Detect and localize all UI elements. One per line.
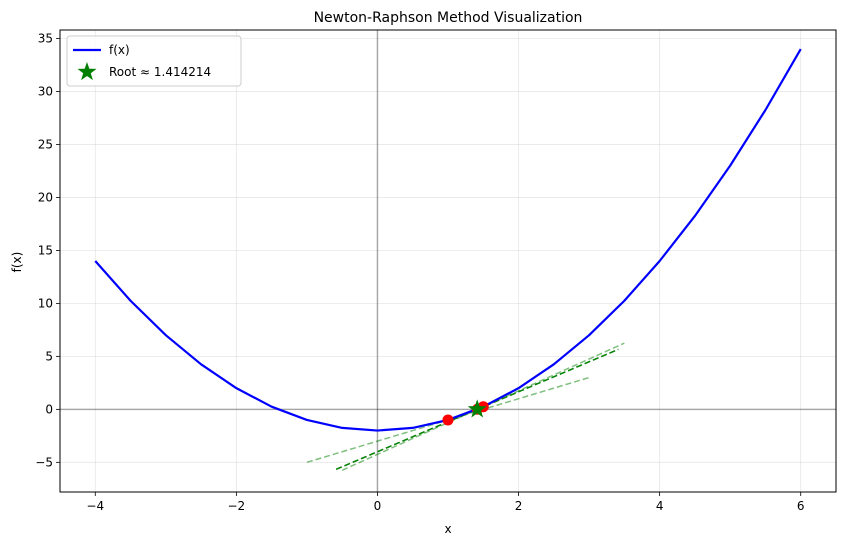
y-tick-label: 10 bbox=[38, 296, 53, 310]
y-tick-label: 0 bbox=[45, 402, 53, 416]
legend-star-swatch bbox=[77, 62, 97, 81]
root-star-marker bbox=[467, 399, 487, 418]
y-tick-label: 30 bbox=[38, 84, 53, 98]
chart-title: Newton-Raphson Method Visualization bbox=[314, 10, 583, 26]
y-tick-label: 25 bbox=[38, 137, 53, 151]
iteration-point bbox=[442, 414, 454, 426]
x-axis-label: x bbox=[444, 522, 451, 536]
x-tick-label: 0 bbox=[374, 499, 382, 513]
axis-ticks: −4 −2 0 2 4 6 −5 0 5 10 15 20 25 30 35 bbox=[35, 31, 804, 513]
legend-box bbox=[66, 35, 242, 87]
y-tick-label: 20 bbox=[38, 190, 53, 204]
root-marker-layer bbox=[467, 399, 487, 418]
y-tick-label: 35 bbox=[38, 31, 53, 45]
x-tick-label: −4 bbox=[86, 499, 104, 513]
y-tick-label: 5 bbox=[45, 349, 53, 363]
legend-label: f(x) bbox=[109, 43, 130, 57]
legend-label: Root ≈ 1.414214 bbox=[109, 65, 211, 79]
plot-frame bbox=[59, 29, 837, 493]
y-axis-label: f(x) bbox=[10, 252, 24, 273]
zero-reference-lines bbox=[60, 30, 836, 492]
grid bbox=[60, 30, 836, 492]
y-tick-label: −5 bbox=[35, 455, 53, 469]
y-tick-label: 15 bbox=[38, 243, 53, 257]
x-tick-label: 6 bbox=[797, 499, 805, 513]
x-tick-label: 4 bbox=[656, 499, 664, 513]
legend: f(x) Root ≈ 1.414214 bbox=[66, 35, 242, 87]
x-tick-label: −2 bbox=[228, 499, 246, 513]
x-tick-label: 2 bbox=[515, 499, 523, 513]
